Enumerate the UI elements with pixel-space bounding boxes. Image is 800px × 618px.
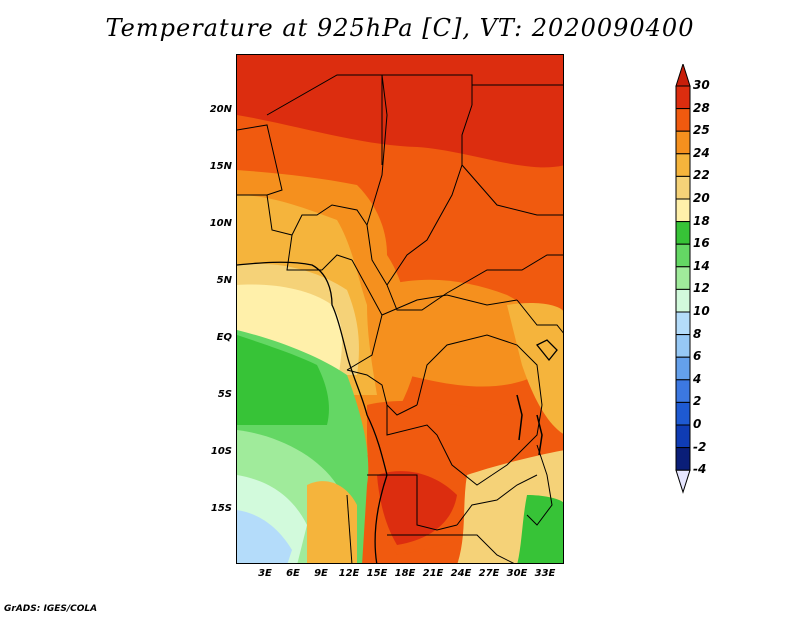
colorbar-tick-label: 22 — [693, 168, 710, 183]
lon-label-33e: 33E — [534, 568, 556, 579]
field-amber-congo — [387, 279, 541, 387]
colorbar-tick-label: 24 — [693, 145, 710, 160]
lon-label-9e: 9E — [314, 568, 328, 579]
lat-label-20n: 20N — [209, 104, 232, 115]
colorbar-tick-label: 2 — [693, 394, 702, 409]
field-east-highland — [507, 303, 563, 434]
colorbar-tick-label: 8 — [693, 326, 702, 341]
temperature-map — [236, 54, 564, 564]
lon-label-24e: 24E — [450, 568, 472, 579]
colorbar-cell — [675, 243, 691, 268]
colorbar-tick-label: 12 — [693, 281, 710, 296]
colorbar-cell — [675, 130, 691, 155]
colorbar-tick-label: 6 — [693, 349, 702, 364]
colorbar-cell — [675, 334, 691, 358]
colorbar-cell — [675, 175, 691, 200]
colorbar-tick-label: 28 — [693, 100, 710, 115]
lon-label-12e: 12E — [338, 568, 360, 579]
field-dark-green — [237, 335, 329, 425]
lat-label-eq: EQ — [216, 332, 232, 343]
lon-label-30e: 30E — [506, 568, 528, 579]
colorbar-cell — [675, 401, 691, 426]
lat-label-10s: 10S — [210, 446, 232, 457]
field-coastal-strip — [307, 481, 357, 563]
colorbar-tick-label: 14 — [693, 258, 710, 273]
colorbar-tick-label: 4 — [693, 371, 702, 386]
lake-malawi — [536, 414, 543, 456]
colorbar-cell — [675, 108, 691, 132]
colorbar-cell — [675, 198, 691, 223]
colorbar-graphic — [675, 64, 691, 494]
colorbar-cell — [675, 356, 691, 381]
colorbar-cell — [675, 379, 691, 403]
colorbar-tick-label: -2 — [693, 439, 707, 454]
colorbar-cell — [675, 153, 691, 177]
lake-tanganyika — [516, 394, 523, 441]
colorbar-tick-label: 0 — [693, 417, 702, 431]
chart-title: Temperature at 925hPa [C], VT: 202009040… — [105, 14, 695, 42]
colorbar-cell — [675, 266, 691, 290]
colorbar-tick-label: 25 — [693, 123, 710, 138]
map-canvas — [237, 55, 563, 563]
lat-label-5s: 5S — [217, 389, 232, 400]
colorbar-top-arrow — [675, 64, 691, 87]
colorbar-tick-label: 10 — [693, 304, 710, 318]
lat-label-15n: 15N — [209, 161, 232, 172]
lat-label-10n: 10N — [209, 218, 232, 229]
lake-victoria — [535, 339, 558, 362]
coastline — [237, 261, 388, 563]
country-boundaries — [237, 74, 563, 563]
lat-label-15s: 15S — [210, 503, 232, 514]
colorbar-cell — [675, 447, 691, 471]
colorbar-cell — [675, 424, 691, 449]
lon-label-18e: 18E — [394, 568, 416, 579]
lat-label-5n: 5N — [216, 275, 232, 286]
colorbar-cell — [675, 85, 691, 110]
field-light-blue — [237, 510, 292, 563]
colorbar-bottom-arrow — [675, 469, 691, 494]
colorbar-tick-label: 18 — [693, 213, 710, 228]
lon-label-3e: 3E — [258, 568, 272, 579]
lon-label-6e: 6E — [286, 568, 300, 579]
colorbar-cell — [675, 311, 691, 336]
colorbar-tick-label: 20 — [693, 191, 710, 205]
colorbar-cell — [675, 221, 691, 245]
colorbar-tick-label: 30 — [693, 78, 710, 92]
footer-credit: GrADS: IGES/COLA — [4, 604, 98, 614]
lon-label-27e: 27E — [478, 568, 500, 579]
colorbar-tick-label: -4 — [693, 462, 707, 477]
field-green-southeast — [517, 495, 563, 563]
lon-label-15e: 15E — [366, 568, 388, 579]
colorbar-tick-label: 16 — [693, 236, 710, 251]
lon-label-21e: 21E — [422, 568, 444, 579]
colorbar-cell — [675, 288, 691, 313]
